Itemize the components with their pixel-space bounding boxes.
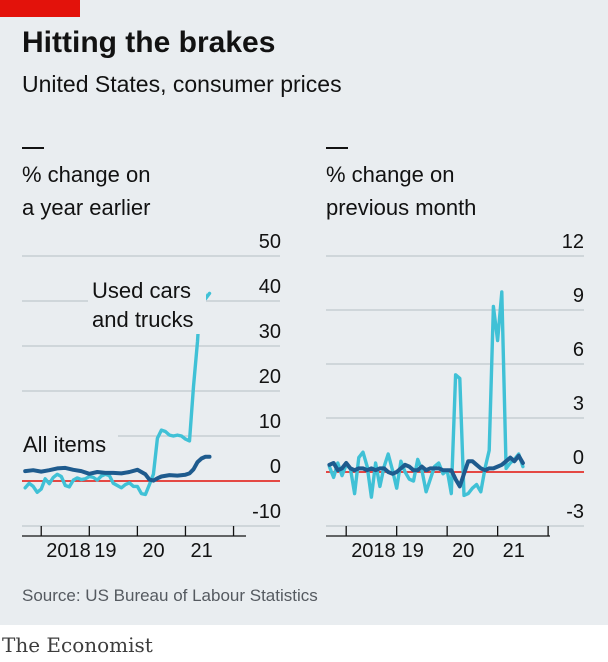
all-items-label-bg — [20, 428, 118, 458]
economist-brand: The Economist — [2, 633, 153, 657]
x-tick-label: 19 — [402, 540, 424, 562]
right-panel-title: % change on previous month — [326, 158, 476, 224]
chart-title: Hitting the brakes — [22, 26, 276, 59]
used-cars-line — [327, 290, 525, 499]
source-note: Source: US Bureau of Labour Statistics — [22, 586, 318, 605]
right-panel-title-line-2: previous month — [326, 195, 477, 220]
x-tick-label: 19 — [94, 540, 116, 562]
x-tick-label: 2018 — [46, 540, 91, 562]
all-items-line — [327, 453, 525, 489]
x-tick-label: 21 — [503, 540, 525, 562]
right-chart: -3 0 3 6 9 12 2018 19 20 21 — [326, 231, 584, 562]
y-tick-label: 0 — [270, 456, 281, 478]
x-tick-label: 20 — [142, 540, 164, 562]
y-tick-label: 50 — [259, 231, 281, 253]
all-items-label: All items — [23, 432, 106, 457]
y-tick-label: -3 — [566, 501, 584, 523]
x-tick-label: 21 — [190, 540, 212, 562]
y-tick-label: 10 — [259, 411, 281, 433]
right-panel-title-line-1: % change on — [326, 162, 455, 187]
x-tick-label: 20 — [452, 540, 474, 562]
brand-red-tag — [0, 0, 80, 17]
chart-card: Hitting the brakes United States, consum… — [0, 0, 608, 625]
used-cars-label-bg — [88, 274, 206, 334]
left-panel-title: % change on a year earlier — [22, 158, 150, 224]
x-tick-label: 2018 — [351, 540, 396, 562]
right-panel-rule — [326, 147, 348, 149]
used-cars-label: Used cars — [92, 278, 191, 303]
y-tick-label: 40 — [259, 276, 281, 298]
left-panel-rule — [22, 147, 44, 149]
left-panel-title-line-1: % change on — [22, 162, 151, 187]
y-tick-label: 3 — [573, 393, 584, 415]
y-tick-label: 12 — [562, 231, 584, 253]
y-tick-label: 0 — [573, 447, 584, 469]
y-tick-label: 30 — [259, 321, 281, 343]
left-chart: -10 0 10 20 30 40 50 2018 19 20 21 Used cars and tru… — [20, 231, 281, 562]
y-tick-label: 20 — [259, 366, 281, 388]
used-cars-label: and trucks — [92, 307, 194, 332]
left-panel-title-line-2: a year earlier — [22, 195, 151, 220]
y-tick-label: 6 — [573, 339, 584, 361]
y-tick-label: 9 — [573, 285, 584, 307]
all-items-line — [23, 454, 212, 483]
chart-subtitle: United States, consumer prices — [22, 71, 342, 97]
used-cars-line — [23, 275, 212, 497]
y-tick-label: -10 — [252, 501, 281, 523]
